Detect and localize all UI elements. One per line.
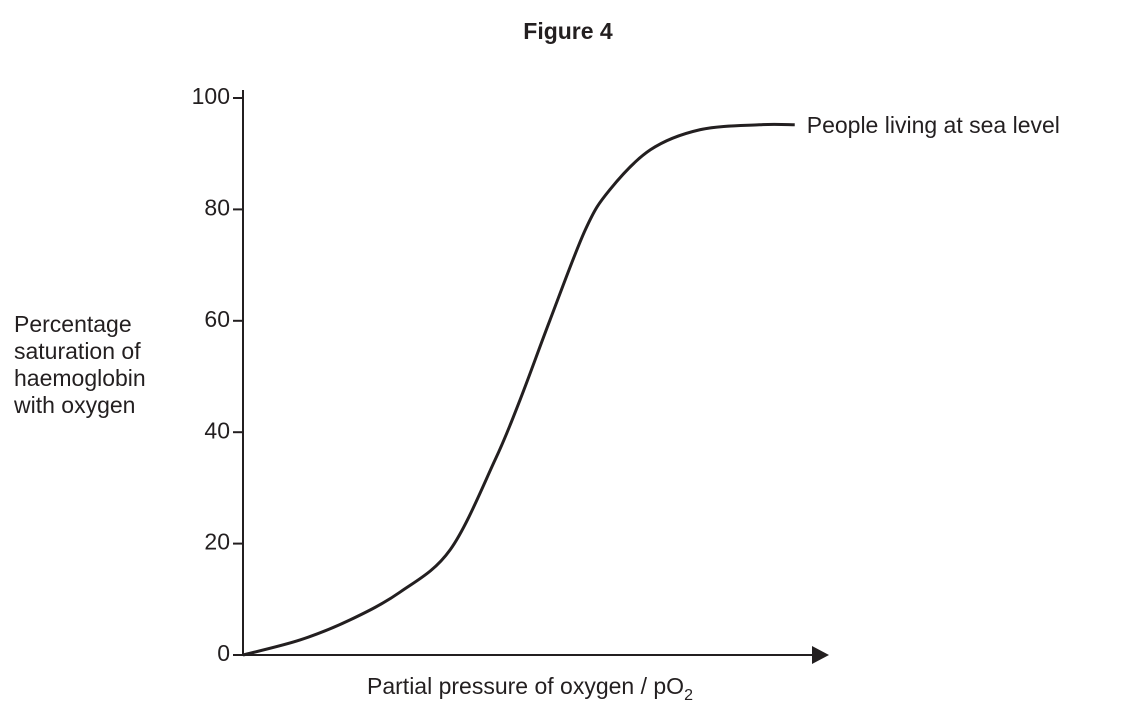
chart-title: Figure 4 — [523, 18, 613, 44]
x-axis-label: Partial pressure of oxygen / pO2 — [367, 673, 693, 702]
y-tick-label: 20 — [204, 529, 230, 555]
x-axis-arrow — [812, 646, 829, 664]
line — [242, 122, 795, 657]
x-axis-label-text: Partial pressure of oxygen / pO — [367, 673, 684, 699]
y-axis-label: saturation of — [14, 338, 141, 364]
y-tick-label: 80 — [204, 194, 230, 220]
y-axis-label: haemoglobin — [14, 365, 146, 391]
y-tick-label: 40 — [204, 417, 230, 443]
y-tick-label: 60 — [204, 306, 230, 332]
series-label: People living at sea level — [807, 112, 1060, 138]
y-tick-label: 100 — [192, 83, 230, 109]
y-axis-label: with oxygen — [13, 392, 135, 418]
y-axis-label: Percentage — [14, 311, 132, 337]
x-axis-label-subscript: 2 — [684, 687, 693, 702]
y-tick-label: 0 — [217, 640, 230, 666]
